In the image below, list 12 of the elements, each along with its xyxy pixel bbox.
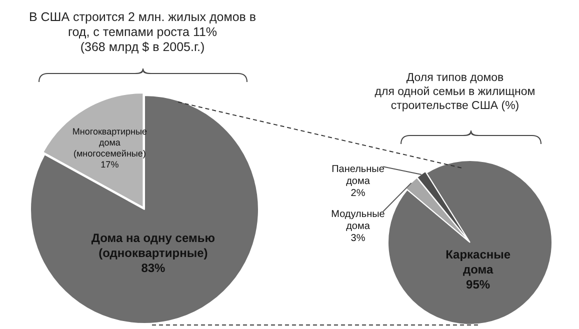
slice-label: Панельные дома (332, 164, 385, 187)
data-label: 2% (350, 188, 366, 199)
chart-title: В США строится 2 млн. жилых домов в год, с темпами роста 11% (368 млрд $ в 2005.г.) (28, 10, 258, 55)
slice-label: Дома на одну семью (одноквартирные) (91, 230, 215, 260)
data-label: 95% (466, 278, 490, 292)
data-label: 17% (100, 160, 119, 170)
slice-label: Многоквартирные дома (многосемейные) (72, 126, 147, 159)
data-label: 3% (350, 232, 366, 244)
data-label: 83% (141, 260, 166, 275)
slice-label: Каркасные дома (446, 248, 511, 277)
chart-title: Доля типов домов для одной семьи в жилищном строительстве США (%) (374, 72, 536, 114)
slice-label: Модульные дома (331, 208, 386, 232)
